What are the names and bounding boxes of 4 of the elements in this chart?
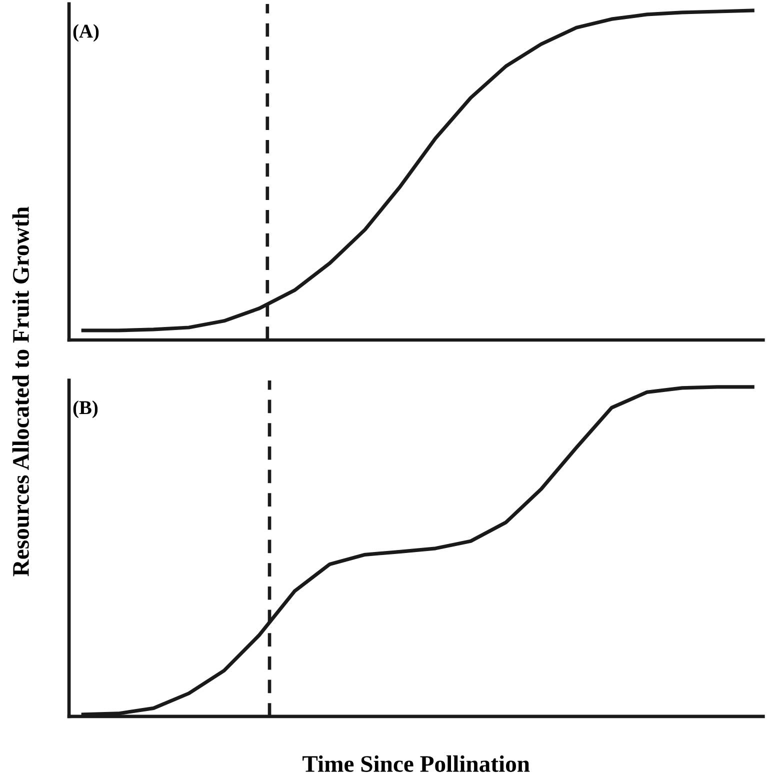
annotation: (A) [73, 24, 99, 42]
x-axis-title: Time Since Pollination [302, 755, 530, 772]
annotation: (B) [73, 400, 98, 418]
y-axis-title: Resources Allocated to Fruit Growth [12, 206, 29, 576]
